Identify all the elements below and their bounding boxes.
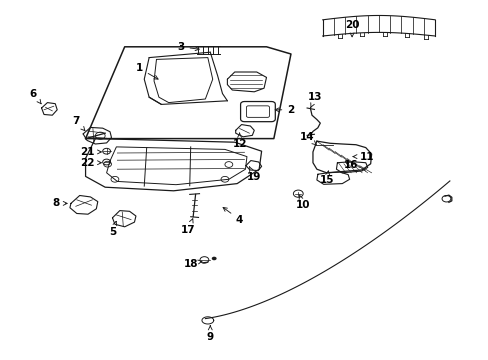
Text: 14: 14 <box>299 132 316 145</box>
Text: 10: 10 <box>295 195 310 210</box>
Text: 17: 17 <box>181 219 195 235</box>
Text: 6: 6 <box>30 89 41 104</box>
Text: 12: 12 <box>232 133 246 149</box>
Text: 20: 20 <box>344 20 359 37</box>
Text: 22: 22 <box>80 158 101 168</box>
Text: 9: 9 <box>206 326 213 342</box>
Text: 21: 21 <box>80 147 101 157</box>
Text: 18: 18 <box>183 258 202 269</box>
Text: 16: 16 <box>343 160 358 170</box>
Text: 19: 19 <box>246 167 261 182</box>
Circle shape <box>211 257 216 260</box>
Text: 5: 5 <box>109 221 117 237</box>
Text: 4: 4 <box>223 207 243 225</box>
Text: 1: 1 <box>136 63 158 79</box>
Text: 3: 3 <box>177 42 199 52</box>
Text: 8: 8 <box>53 198 67 208</box>
Text: 13: 13 <box>307 92 322 108</box>
Text: 2: 2 <box>275 105 294 115</box>
Text: 15: 15 <box>319 171 333 185</box>
Text: 7: 7 <box>72 116 85 131</box>
Text: 11: 11 <box>352 152 373 162</box>
